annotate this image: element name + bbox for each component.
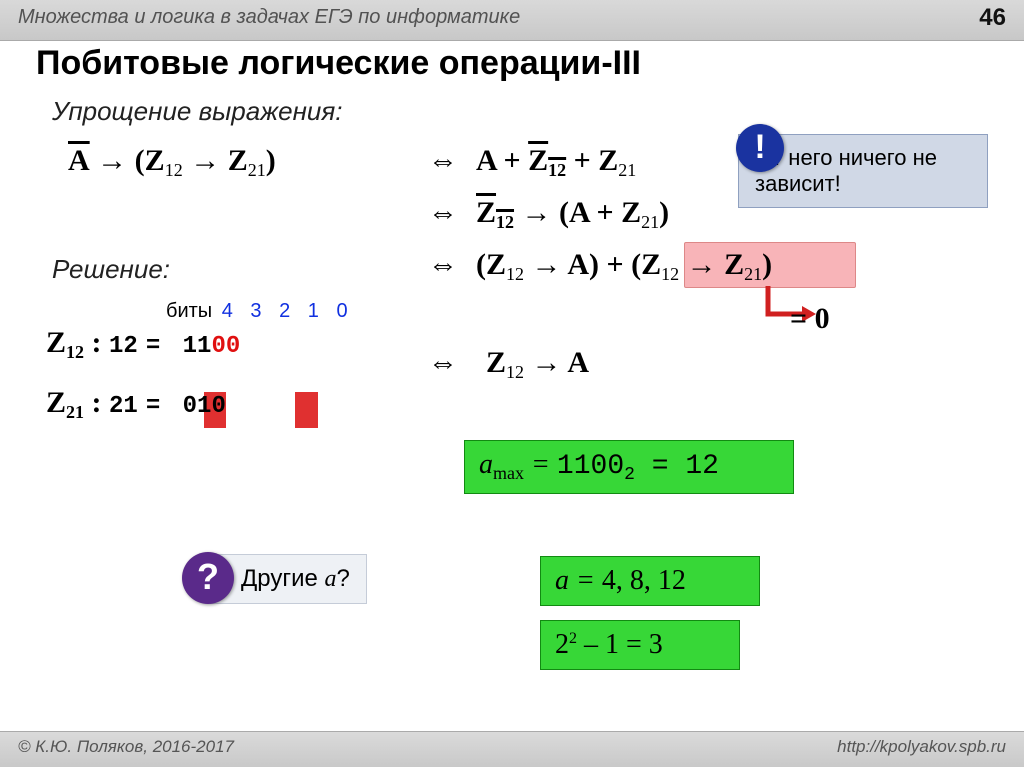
slide-title: Побитовые логические операции-III (36, 44, 641, 83)
answer-amax: amax = 11002 = 12 (464, 440, 794, 494)
expr-final: Z12 → A (486, 346, 589, 383)
red-highlight-2 (295, 392, 318, 428)
answer-count: 22 – 1 = 3 (540, 620, 740, 670)
bits-label: биты 4 3 2 1 0 (166, 300, 354, 323)
section-simplify: Упрощение выражения: (52, 96, 342, 127)
iff-3: ⇔ (418, 248, 468, 282)
iff-2: ⇔ (418, 196, 468, 230)
footer-url: http://kpolyakov.spb.ru (837, 737, 1006, 757)
question-icon: ? (182, 552, 234, 604)
section-solution: Решение: (52, 254, 170, 285)
expr-rhs2: Z12 → (A + Z21) (476, 196, 669, 233)
z12-row: Z12 : 12= 1100 (46, 326, 240, 363)
expr-rhs1: A + Z12 + Z21 (476, 144, 636, 181)
equals-zero: = 0 (790, 302, 830, 336)
breadcrumb: Множества и логика в задачах ЕГЭ по инфо… (18, 6, 520, 28)
header-bar: Множества и логика в задачах ЕГЭ по инфо… (0, 0, 1024, 41)
expr-rhs3: (Z12 → A) + (Z12 → Z21) (476, 248, 772, 285)
z21-row: Z21 : 21=10101 (46, 386, 240, 423)
page-number: 46 (979, 4, 1006, 32)
footer-bar: © К.Ю. Поляков, 2016-2017 http://kpolyak… (0, 731, 1024, 767)
expr-lhs: A → (Z12 → Z21) (68, 144, 276, 181)
exclamation-icon: ! (736, 124, 784, 172)
iff-1: ⇔ (418, 144, 468, 178)
iff-4: ⇔ (418, 346, 468, 380)
copyright: © К.Ю. Поляков, 2016-2017 (18, 737, 234, 756)
answer-a-values: a = 4, 8, 12 (540, 556, 760, 606)
